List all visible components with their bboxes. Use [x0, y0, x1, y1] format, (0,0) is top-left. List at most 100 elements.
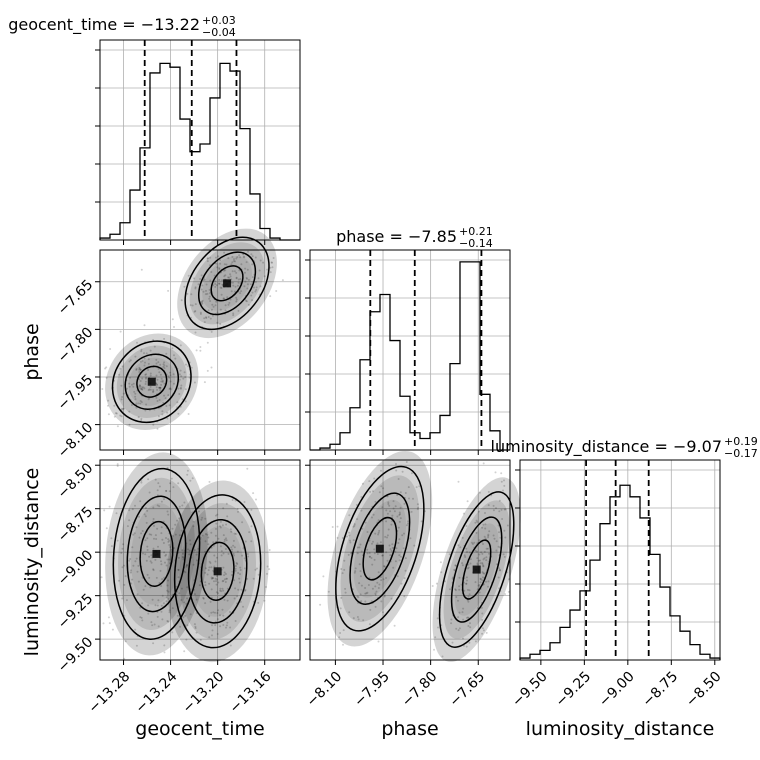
- sample-point: [219, 262, 222, 265]
- sample-point: [152, 506, 155, 509]
- sample-point: [234, 620, 237, 622]
- sample-point: [498, 531, 500, 534]
- sample-point: [105, 527, 108, 530]
- sample-point: [210, 271, 213, 273]
- contour-line: [438, 491, 515, 648]
- sample-point: [202, 290, 205, 293]
- sample-point: [179, 344, 182, 347]
- sample-point: [480, 606, 483, 609]
- sample-point: [163, 361, 166, 364]
- title-1: phase = −7.85 +0.21 −0.14: [336, 225, 493, 250]
- sample-point: [146, 509, 149, 512]
- sample-point: [503, 529, 506, 532]
- sample-point: [387, 501, 390, 504]
- sample-point: [151, 598, 154, 601]
- sample-point: [176, 594, 178, 597]
- sample-point: [340, 568, 343, 570]
- sample-point: [204, 567, 207, 570]
- sample-point: [246, 277, 248, 280]
- sample-point: [457, 629, 460, 632]
- sample-point: [450, 618, 453, 621]
- sample-point: [169, 546, 172, 548]
- sample-point: [366, 548, 369, 551]
- sample-point: [388, 544, 391, 547]
- sample-point: [229, 298, 232, 301]
- sample-point: [204, 581, 207, 584]
- sample-point: [476, 550, 478, 553]
- sample-point: [251, 280, 254, 283]
- sample-point: [176, 401, 179, 404]
- sample-point: [195, 631, 198, 634]
- sample-point: [141, 386, 144, 389]
- sample-point: [354, 570, 357, 573]
- sample-point: [250, 508, 253, 511]
- sample-point: [487, 536, 490, 539]
- sample-point: [466, 500, 469, 503]
- sample-point: [152, 568, 155, 571]
- sample-point: [158, 505, 161, 508]
- sample-point: [225, 523, 228, 526]
- sample-point: [352, 525, 355, 528]
- sample-point: [398, 514, 401, 516]
- sample-point: [120, 384, 123, 387]
- sample-point: [202, 279, 205, 282]
- sample-point: [208, 615, 211, 618]
- contour-line: [210, 265, 244, 302]
- sample-point: [161, 594, 164, 597]
- sample-point: [124, 640, 127, 643]
- x-tick-label: −9.25: [553, 669, 595, 711]
- sample-point: [138, 384, 141, 387]
- sample-point: [167, 620, 170, 623]
- sample-point: [392, 507, 395, 510]
- sample-point: [232, 544, 235, 547]
- sample-point: [219, 322, 222, 325]
- panel-geocent_time-vs-luminosity_distance: [95, 452, 301, 665]
- sample-point: [118, 373, 121, 376]
- sample-point: [139, 402, 142, 405]
- sample-point: [103, 509, 106, 512]
- sample-point: [142, 552, 144, 555]
- sample-point: [205, 317, 208, 319]
- sample-point: [377, 519, 380, 522]
- sample-point: [208, 582, 211, 585]
- contour-line: [187, 518, 248, 624]
- sample-point: [229, 644, 232, 647]
- sample-point: [339, 632, 342, 634]
- sample-point: [458, 588, 461, 591]
- sample-point: [214, 624, 217, 627]
- sample-point: [368, 623, 371, 626]
- sample-point: [209, 600, 212, 603]
- sample-point: [497, 545, 500, 548]
- sample-point: [398, 554, 401, 557]
- sample-point: [250, 525, 253, 528]
- sample-point: [160, 604, 163, 607]
- sample-point: [249, 283, 252, 286]
- sample-point: [206, 341, 209, 344]
- sample-point: [215, 580, 217, 583]
- sample-point: [507, 590, 510, 593]
- sample-point: [160, 563, 163, 566]
- sample-point: [461, 611, 464, 614]
- sample-point: [206, 257, 209, 260]
- sample-point: [361, 482, 364, 485]
- sample-point: [358, 563, 361, 566]
- sample-point: [184, 376, 187, 379]
- sample-point: [140, 348, 143, 351]
- sample-point: [389, 554, 392, 557]
- sample-point: [211, 314, 214, 317]
- sample-point: [222, 614, 225, 617]
- sample-point: [217, 609, 220, 612]
- sample-point: [189, 539, 191, 542]
- sample-point: [399, 506, 402, 509]
- sample-point: [177, 387, 180, 390]
- sample-point: [123, 564, 125, 567]
- sample-point: [169, 482, 172, 485]
- sample-point: [159, 363, 162, 366]
- sample-point: [234, 260, 236, 263]
- sample-point: [465, 547, 468, 550]
- sample-point: [499, 569, 502, 572]
- sample-point: [224, 548, 227, 550]
- sample-point: [144, 409, 147, 412]
- sample-point: [116, 465, 119, 467]
- sample-point: [223, 297, 225, 300]
